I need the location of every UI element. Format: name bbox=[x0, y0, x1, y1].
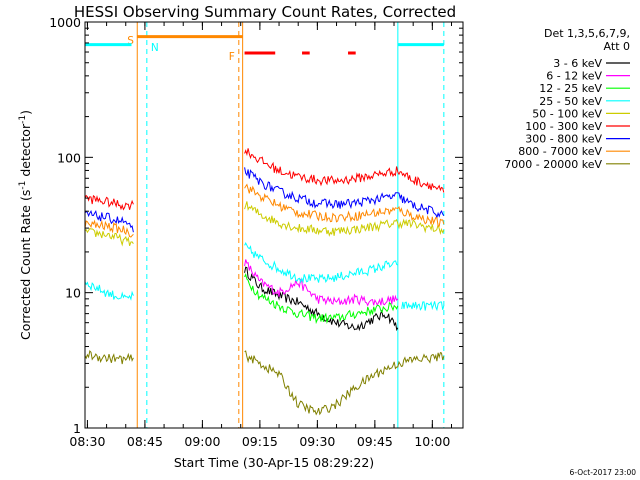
series-3 bbox=[84, 242, 445, 312]
legend-label-0: 3 - 6 keV bbox=[553, 57, 602, 70]
y-tick-label-0: 1 bbox=[73, 421, 81, 436]
series-7 bbox=[84, 183, 445, 238]
x-tick-label-3: 09:15 bbox=[242, 434, 278, 449]
series-line-5-0 bbox=[84, 194, 134, 211]
series-layer bbox=[84, 148, 445, 416]
x-tick-label-4: 09:30 bbox=[299, 434, 335, 449]
legend-label-4: 50 - 100 keV bbox=[532, 107, 602, 120]
series-6 bbox=[84, 167, 445, 233]
y-tick-label-1: 10 bbox=[65, 286, 81, 301]
legend-label-1: 6 - 12 keV bbox=[546, 70, 602, 83]
footer-timestamp: 6-Oct-2017 23:00 bbox=[570, 468, 637, 477]
series-line-2-0 bbox=[244, 273, 399, 325]
legend-label-3: 25 - 50 keV bbox=[539, 95, 602, 108]
series-2 bbox=[244, 273, 399, 325]
y-tick-label-3: 1000 bbox=[49, 15, 81, 30]
legend-label-5: 100 - 300 keV bbox=[525, 120, 602, 133]
series-line-8-0 bbox=[84, 349, 134, 365]
y-axis-ticks: 1 10 100 1000 bbox=[49, 15, 463, 436]
annotation-label-s: S bbox=[127, 35, 134, 47]
x-axis-label: Start Time (30-Apr-15 08:29:22) bbox=[174, 455, 374, 470]
x-axis-ticks: 08:30 08:45 09:00 09:15 09:30 09:45 10:00 bbox=[69, 22, 453, 449]
series-line-3-1 bbox=[244, 242, 399, 284]
plot-frame bbox=[84, 21, 464, 429]
annotation-label-f: F bbox=[229, 51, 235, 63]
legend-header-line-1: Det 1,3,5,6,7,9, bbox=[544, 27, 630, 40]
legend-label-2: 12 - 25 keV bbox=[539, 82, 602, 95]
series-line-3-0 bbox=[84, 281, 134, 301]
legend-label-7: 800 - 7000 keV bbox=[518, 145, 602, 158]
annotation-label-n: N bbox=[151, 42, 159, 54]
series-line-3-2 bbox=[401, 301, 445, 312]
series-5 bbox=[84, 148, 445, 211]
series-1 bbox=[244, 259, 399, 307]
series-8 bbox=[84, 349, 445, 416]
legend-label-8: 7000 - 20000 keV bbox=[504, 158, 602, 171]
y-tick-label-2: 100 bbox=[57, 150, 81, 165]
y-axis-label: Corrected Count Rate (s-1 detector-1) bbox=[18, 110, 33, 340]
x-tick-label-2: 09:00 bbox=[184, 434, 220, 449]
series-line-4-1 bbox=[244, 201, 445, 237]
series-line-1-0 bbox=[244, 259, 399, 307]
series-line-6-0 bbox=[84, 209, 134, 233]
series-line-6-1 bbox=[244, 167, 445, 219]
series-line-5-1 bbox=[244, 148, 445, 193]
legend-label-6: 300 - 800 keV bbox=[525, 133, 602, 146]
legend-header-line-2: Att 0 bbox=[604, 40, 630, 53]
series-line-7-1 bbox=[244, 183, 445, 227]
x-tick-label-5: 09:45 bbox=[357, 434, 393, 449]
series-line-8-1 bbox=[244, 350, 445, 416]
x-tick-label-0: 08:30 bbox=[69, 434, 105, 449]
series-line-7-0 bbox=[84, 219, 134, 238]
plot-area: SNF 08:30 08:45 09:00 09:15 09:30 09:45 10:00 … bbox=[49, 15, 464, 449]
x-tick-label-6: 10:00 bbox=[414, 434, 450, 449]
series-line-4-0 bbox=[84, 227, 134, 247]
x-tick-label-1: 08:45 bbox=[127, 434, 163, 449]
annotations-layer: S N F bbox=[85, 22, 445, 428]
series-4 bbox=[84, 201, 445, 247]
chart-title: HESSI Observing Summary Count Rates, Cor… bbox=[74, 3, 456, 21]
